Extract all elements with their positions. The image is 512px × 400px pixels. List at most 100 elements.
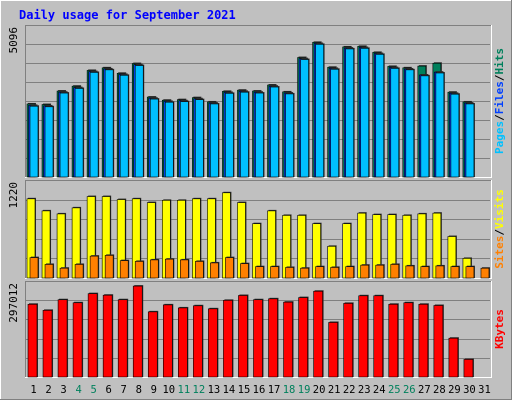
kbytes-bar	[403, 302, 414, 378]
pages-bar	[210, 103, 219, 178]
day-label: 16	[253, 384, 266, 396]
day-label: 15	[238, 384, 251, 396]
kbytes-bar	[388, 303, 399, 378]
legend-visits-sites-separator: /	[493, 229, 506, 236]
legend-visits-sites-sites: Sites	[493, 236, 506, 269]
sites-bar	[420, 266, 430, 279]
day-label: 14	[223, 384, 236, 396]
sites-bar	[119, 260, 129, 279]
kbytes-bar	[238, 295, 248, 378]
sites-bar	[270, 266, 279, 279]
day-label: 23	[358, 384, 371, 396]
pages-bar	[119, 74, 129, 178]
kbytes-bar	[162, 304, 173, 378]
kbytes-bar	[57, 299, 68, 378]
day-label: 19	[298, 384, 311, 396]
pages-bar	[270, 86, 279, 178]
sites-bar	[480, 267, 490, 279]
kbytes-bar	[373, 295, 384, 378]
sites-bar	[225, 257, 234, 279]
kbytes-bar	[72, 302, 83, 378]
kbytes-bar	[208, 308, 218, 378]
legend-visits-sites: Sites/Visits	[493, 189, 506, 269]
kbytes-bar	[328, 322, 338, 378]
pages-bar	[104, 69, 114, 178]
legend-hits-files-pages: Pages/Files/Hits	[493, 48, 506, 154]
kbytes-bar	[268, 298, 278, 378]
sites-bar	[180, 259, 189, 279]
pages-bar	[405, 69, 415, 178]
day-label: 5	[90, 384, 96, 396]
pages-bar	[44, 106, 54, 178]
day-label: 21	[328, 384, 341, 396]
pages-bar	[450, 93, 460, 178]
day-label: 30	[463, 384, 476, 396]
sites-bar	[59, 267, 69, 279]
legend-hits-files-pages-separator: /	[493, 74, 506, 81]
legend-kbytes-kbytes: KBytes	[493, 309, 506, 349]
day-label: 7	[121, 384, 127, 396]
sites-bar	[285, 267, 294, 279]
kbytes-bar	[117, 299, 128, 378]
pages-bar	[330, 68, 339, 178]
sites-bar	[390, 264, 400, 279]
pages-bar	[300, 59, 309, 178]
sites-bar	[255, 266, 264, 279]
day-label: 11	[178, 384, 191, 396]
kbytes-bar	[463, 359, 474, 378]
pages-bar	[390, 68, 400, 178]
y-max-label-hits: 5096	[7, 27, 20, 54]
kbytes-bar	[433, 305, 444, 378]
sites-bar	[164, 258, 174, 279]
sites-bar	[345, 266, 354, 279]
kbytes-bar	[313, 290, 323, 378]
sites-bar	[195, 261, 204, 279]
legend-kbytes: KBytes	[493, 309, 506, 349]
sites-bar	[330, 267, 339, 279]
legend-visits-sites-visits: Visits	[493, 189, 506, 229]
chart-title: Daily usage for September 2021	[19, 8, 236, 22]
kbytes-bar	[132, 285, 143, 378]
day-label: 9	[151, 384, 157, 396]
pages-bar	[180, 101, 189, 178]
pages-bar	[375, 54, 385, 178]
kbytes-bar	[343, 303, 353, 378]
sites-bar	[300, 267, 309, 279]
kbytes-bar	[283, 301, 293, 378]
legend-hits-files-pages-pages: Pages	[493, 121, 506, 154]
day-label: 24	[373, 384, 386, 396]
pages-bar	[74, 88, 84, 178]
pages-bar	[315, 44, 324, 178]
pages-bar	[29, 105, 39, 178]
pages-bar	[195, 99, 204, 178]
pages-bar	[465, 103, 475, 178]
kbytes-bar	[298, 297, 308, 378]
sites-bar	[240, 263, 249, 279]
kbytes-bar	[102, 294, 113, 378]
kbytes-bar	[358, 295, 369, 378]
day-label: 17	[268, 384, 281, 396]
sites-bar	[465, 266, 475, 279]
kbytes-bar	[87, 293, 98, 378]
kbytes-bar	[253, 299, 263, 378]
y-max-label-visits: 1220	[7, 182, 20, 209]
sites-bar	[29, 257, 39, 279]
day-label: 12	[193, 384, 206, 396]
day-label: 25	[388, 384, 401, 396]
day-label: 10	[162, 384, 175, 396]
sites-bar	[405, 265, 415, 279]
day-label: 20	[313, 384, 326, 396]
kbytes-bar	[42, 310, 53, 378]
pages-bar	[134, 65, 144, 178]
sites-bar	[74, 264, 84, 279]
sites-bar	[210, 262, 219, 279]
day-label: 6	[106, 384, 112, 396]
pages-bar	[285, 93, 294, 178]
day-label: 1	[30, 384, 36, 396]
sites-bar	[134, 261, 144, 279]
day-label: 26	[403, 384, 416, 396]
legend-hits-files-pages-hits: Hits	[493, 48, 506, 75]
pages-bar	[225, 93, 234, 178]
